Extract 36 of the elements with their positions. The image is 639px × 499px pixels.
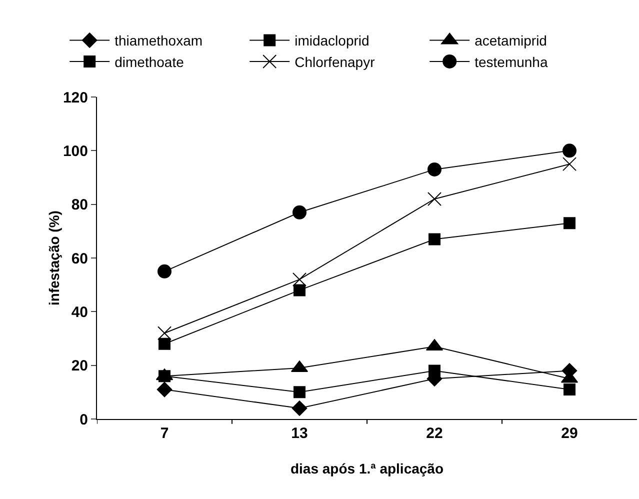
legend-label: dimethoate: [114, 54, 184, 70]
y-tick-label: 120: [62, 89, 88, 106]
point: [158, 264, 172, 278]
point: [564, 383, 576, 396]
point: [428, 192, 442, 206]
legend-label: testemunha: [474, 54, 548, 70]
x-tick-label: 13: [291, 425, 308, 442]
point: [562, 144, 576, 158]
point: [562, 157, 576, 172]
point: [294, 284, 306, 296]
y-axis-title: infestação (%): [46, 210, 62, 306]
y-tick-label: 40: [71, 304, 88, 321]
x-axis-title: dias após 1.ª aplicação: [290, 460, 444, 476]
y-tick-label: 0: [80, 411, 88, 428]
legend-label: Chlorfenapyr: [294, 54, 376, 70]
point: [158, 326, 172, 340]
point: [564, 217, 576, 230]
point: [292, 400, 308, 416]
y-tick-label: 80: [71, 196, 88, 214]
point: [292, 272, 306, 286]
x-tick-label: 29: [561, 425, 578, 442]
y-tick-label: 20: [71, 358, 88, 375]
y-tick-label: 100: [62, 142, 88, 160]
point: [428, 364, 440, 377]
legend-label: thiamethoxam: [114, 32, 203, 49]
x-tick-label: 22: [426, 425, 443, 442]
point: [428, 162, 442, 176]
point: [428, 233, 440, 246]
legend-label: acetamiprid: [474, 32, 547, 49]
point: [292, 205, 306, 220]
point: [156, 382, 172, 398]
y-tick-label: 60: [71, 250, 88, 268]
x-tick-label: 7: [160, 425, 169, 442]
legend-label: imidacloprid: [294, 32, 370, 49]
point: [294, 386, 306, 398]
point: [158, 338, 170, 350]
